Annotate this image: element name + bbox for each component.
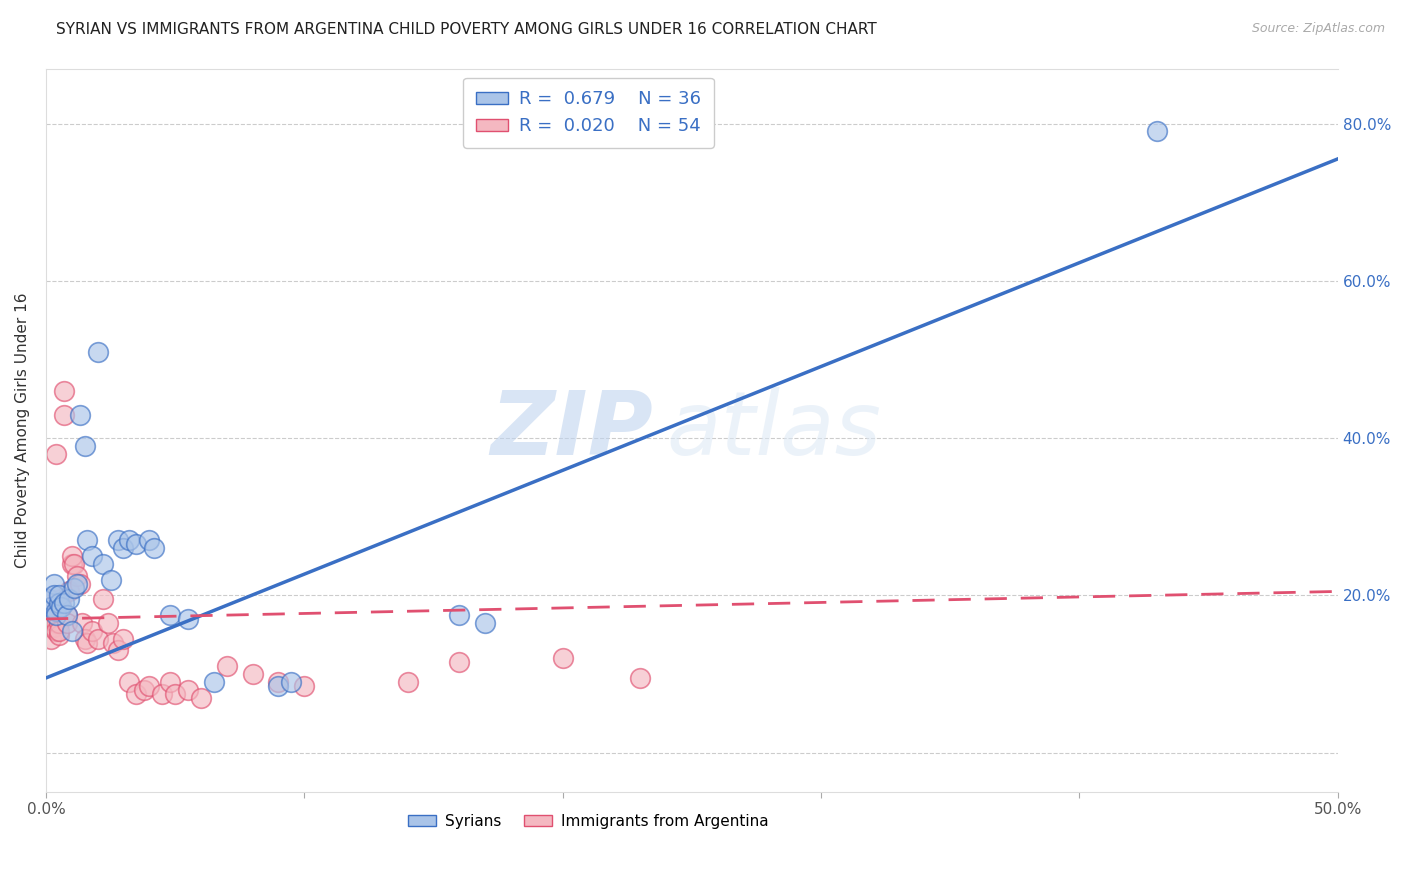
Point [38,592,60,607]
Point [280,674,302,689]
Point [45,607,67,622]
Point [55,615,77,630]
Point [42,576,65,591]
Point [38,600,60,615]
Point [58,584,80,599]
Point [60,624,83,638]
Point [76,635,98,649]
Point [449,655,471,669]
Point [396,674,419,689]
Point [38,612,60,626]
Point [42,600,65,615]
Point [73,632,96,646]
Point [45,615,67,630]
Point [42,588,65,602]
Point [112,541,135,556]
Point [82,624,104,638]
Text: SYRIAN VS IMMIGRANTS FROM ARGENTINA CHILD POVERTY AMONG GIRLS UNDER 16 CORRELATI: SYRIAN VS IMMIGRANTS FROM ARGENTINA CHIL… [56,22,877,37]
Point [69,408,91,422]
Point [292,679,315,693]
Point [97,615,120,630]
Point [45,447,67,461]
Point [60,549,83,563]
Point [86,632,108,646]
Point [91,557,114,571]
Point [267,679,290,693]
Point [449,607,471,622]
Point [55,607,77,622]
Point [202,674,225,689]
Point [48,588,70,602]
Point [125,537,148,551]
Point [242,667,264,681]
Point [53,408,76,422]
Text: atlas: atlas [666,387,880,474]
Point [45,624,67,638]
Point [38,592,60,607]
Point [51,600,73,615]
Point [112,632,135,646]
Point [42,620,65,634]
Point [125,687,148,701]
Point [267,674,290,689]
Point [48,615,70,630]
Point [190,690,212,705]
Point [39,604,62,618]
Point [55,607,77,622]
Point [107,643,129,657]
Point [69,576,91,591]
Point [1146,124,1168,138]
Point [70,615,93,630]
Point [48,596,70,610]
Point [101,635,124,649]
Point [53,384,76,398]
Point [39,600,62,615]
Point [53,596,76,610]
Point [107,533,129,548]
Point [91,592,114,607]
Point [58,592,80,607]
Point [51,600,73,615]
Point [82,549,104,563]
Point [45,604,67,618]
Point [63,581,86,595]
Point [134,682,156,697]
Point [76,533,98,548]
Point [66,568,89,582]
Text: Source: ZipAtlas.com: Source: ZipAtlas.com [1251,22,1385,36]
Point [39,632,62,646]
Point [48,624,70,638]
Point [48,628,70,642]
Point [51,592,73,607]
Point [551,651,574,665]
Point [117,674,139,689]
Point [117,533,139,548]
Point [138,679,160,693]
Point [86,344,108,359]
Point [73,439,96,453]
Point [60,557,83,571]
Y-axis label: Child Poverty Among Girls Under 16: Child Poverty Among Girls Under 16 [15,293,30,568]
Point [143,541,166,556]
Point [159,674,181,689]
Text: ZIP: ZIP [491,387,652,474]
Point [150,687,173,701]
Point [165,687,187,701]
Point [138,533,160,548]
Point [66,576,89,591]
Point [215,659,238,673]
Point [159,607,181,622]
Point [39,620,62,634]
Point [177,682,200,697]
Point [177,612,200,626]
Point [42,607,65,622]
Legend: Syrians, Immigrants from Argentina: Syrians, Immigrants from Argentina [402,808,775,835]
Point [63,557,86,571]
Point [100,573,122,587]
Point [628,671,651,685]
Point [474,615,496,630]
